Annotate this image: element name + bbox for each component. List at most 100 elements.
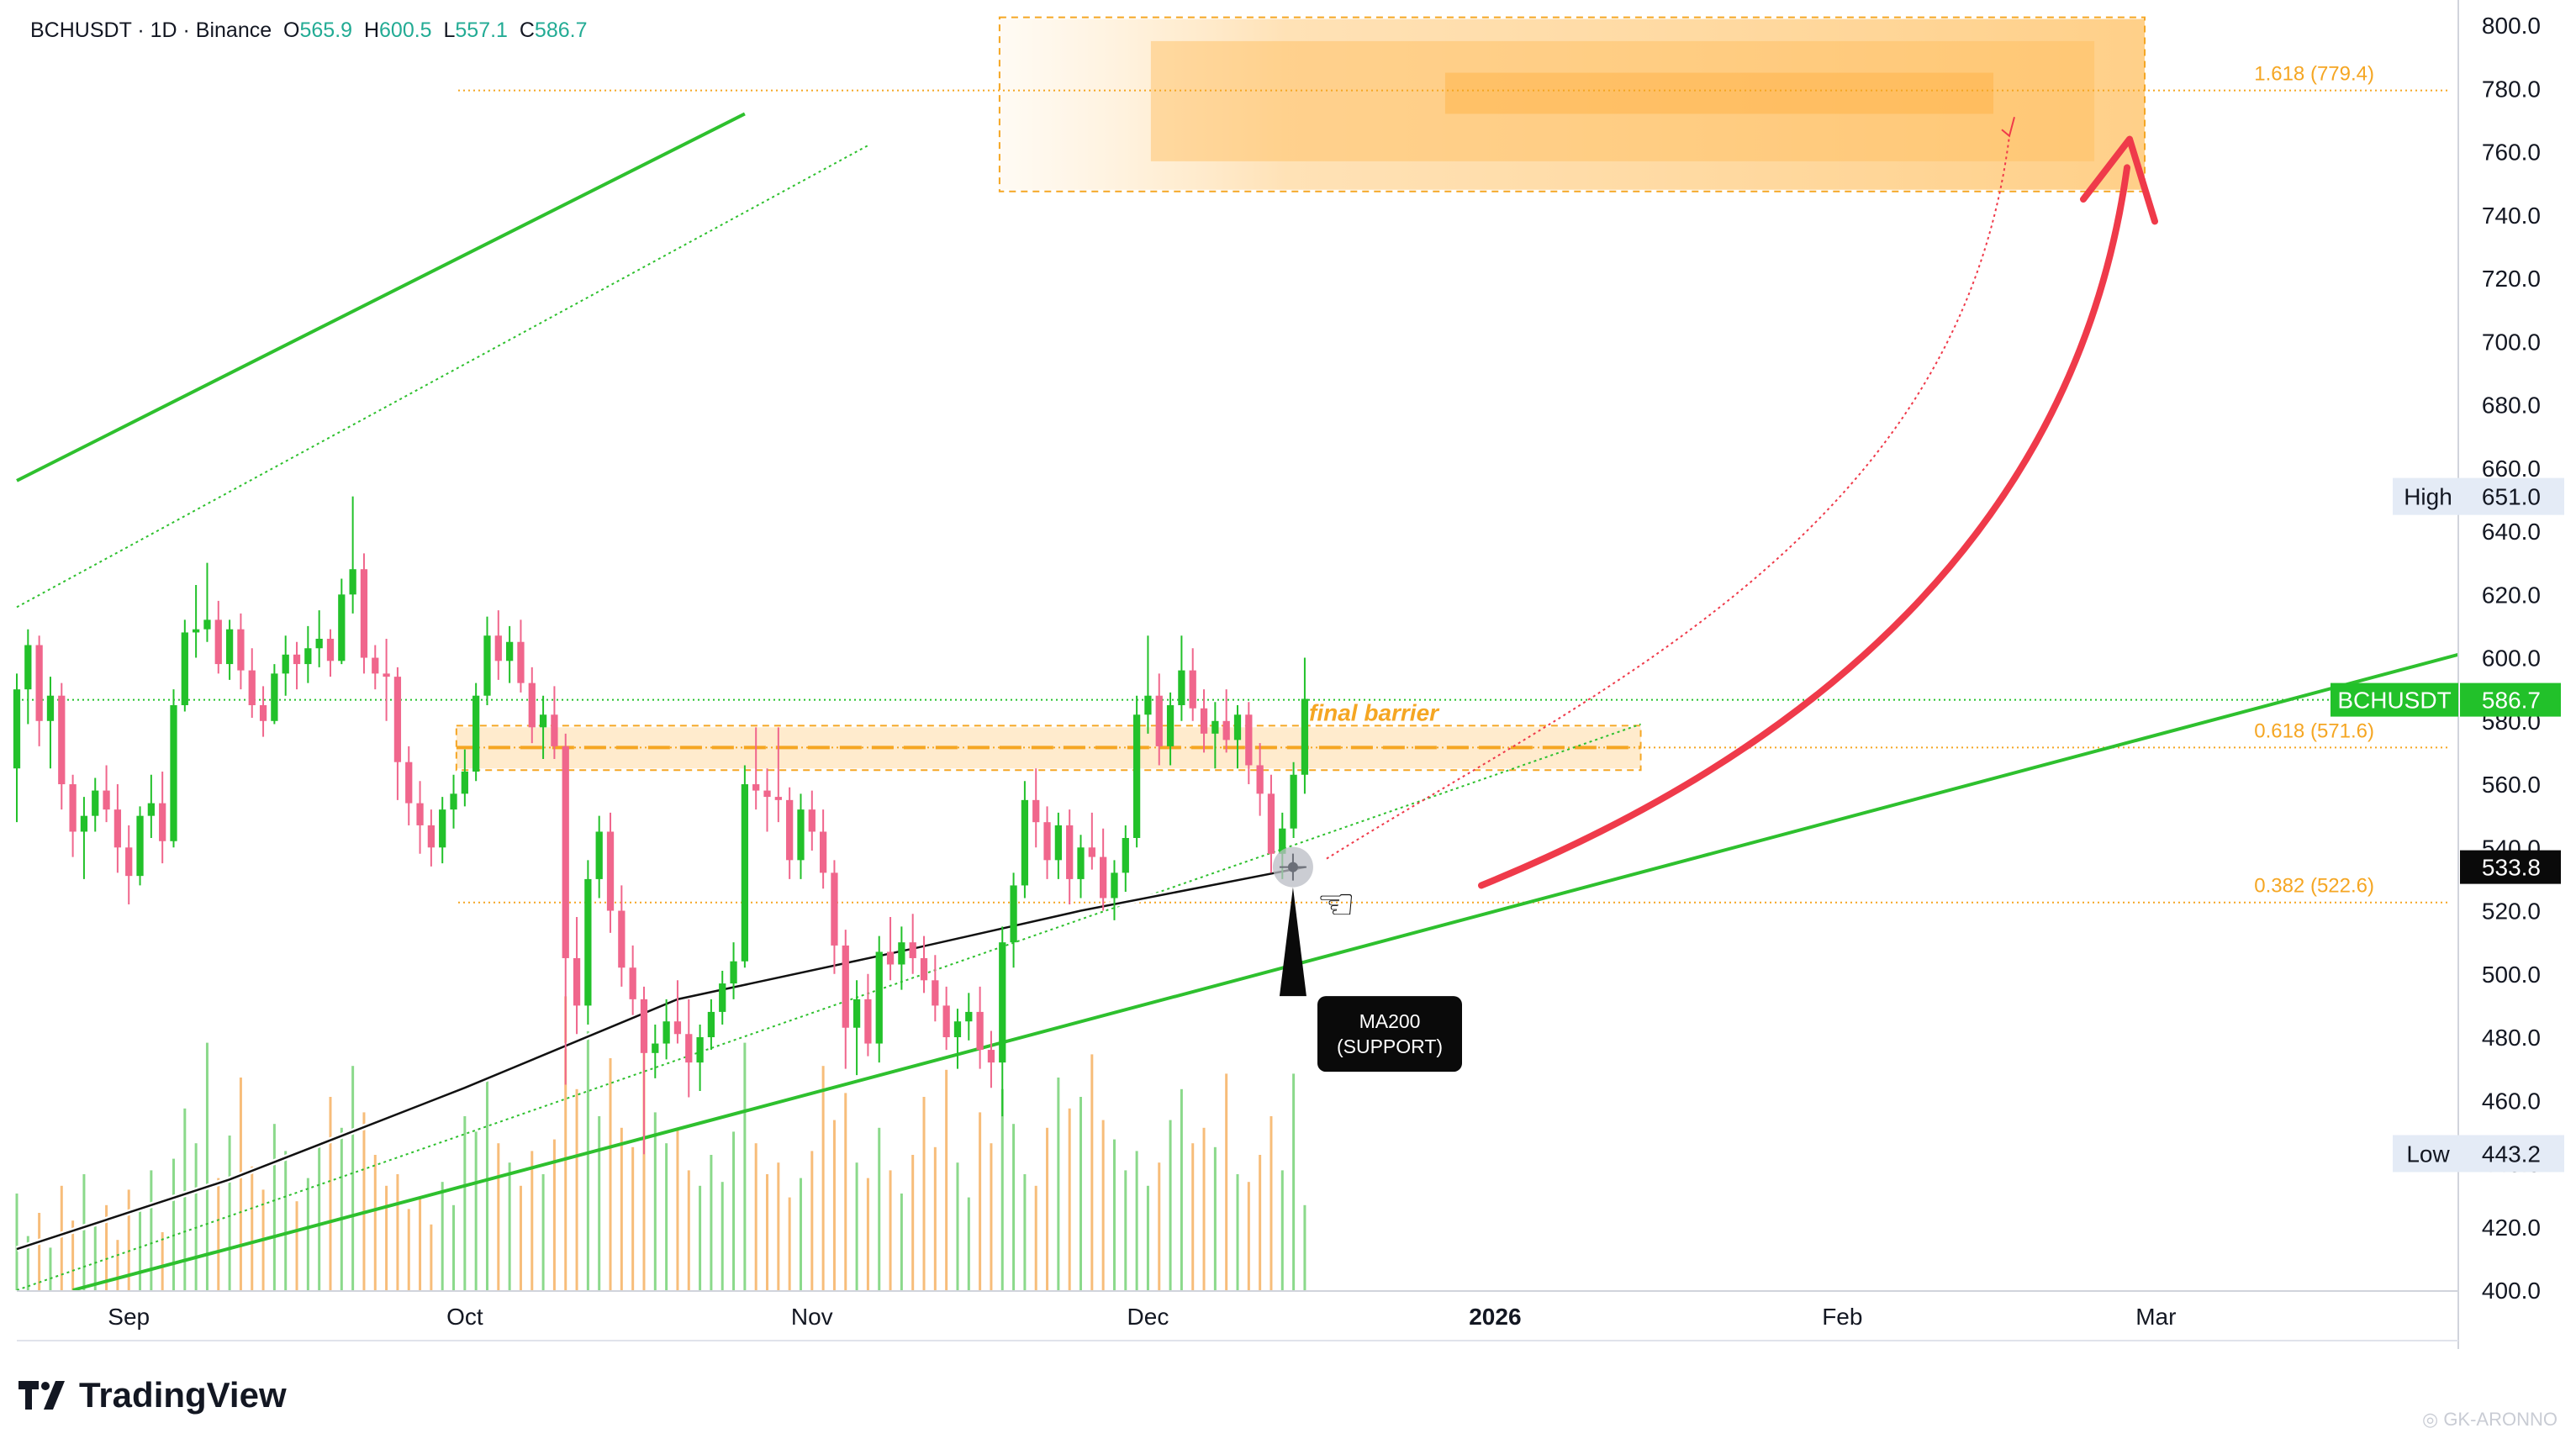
- candle: [13, 673, 21, 823]
- volume-bar: [1303, 1204, 1306, 1290]
- volume-bar: [911, 1155, 915, 1290]
- tradingview-logo[interactable]: TradingView: [18, 1375, 287, 1415]
- volume-bar: [306, 1178, 309, 1290]
- y-tick-label: 480.0: [2482, 1025, 2541, 1051]
- volume-bar: [743, 1042, 747, 1290]
- candle: [864, 973, 872, 1057]
- volume-bar: [1135, 1151, 1138, 1290]
- low-value: 557.1: [455, 18, 508, 42]
- candle-body: [461, 771, 468, 794]
- volume-bar: [205, 1042, 209, 1290]
- volume-bar: [810, 1151, 814, 1290]
- candle: [1301, 657, 1309, 794]
- candle: [539, 695, 547, 759]
- candle: [1222, 689, 1230, 753]
- volume-bar: [362, 1112, 366, 1290]
- ma-tag-value: 533.8: [2482, 855, 2541, 881]
- volume-bar: [1180, 1088, 1183, 1290]
- volume-bar: [452, 1204, 456, 1290]
- candle: [517, 619, 525, 693]
- candle-body: [652, 1043, 659, 1053]
- watermark-text: GK-ARONNO: [2443, 1409, 2558, 1430]
- target-arrow: [1478, 164, 2130, 889]
- candle: [349, 496, 356, 614]
- y-tick-label: 760.0: [2482, 140, 2541, 166]
- candle-body: [282, 654, 289, 674]
- candle: [405, 746, 413, 825]
- candle-body: [1122, 837, 1129, 873]
- volume-bar: [385, 1185, 388, 1290]
- brand-name: TradingView: [79, 1375, 287, 1415]
- candle: [551, 686, 558, 759]
- x-tick-label: Nov: [791, 1304, 833, 1330]
- volume-bar: [1124, 1170, 1127, 1290]
- candle-body: [483, 635, 491, 696]
- candle-body: [763, 790, 771, 798]
- candle-body: [741, 784, 749, 962]
- volume-bar: [318, 1143, 321, 1290]
- volume-bar: [26, 1236, 29, 1290]
- candle-body: [24, 645, 32, 690]
- volume-bar: [71, 1220, 75, 1290]
- channel-upper-dotted: [16, 145, 868, 609]
- x-tick-label: Sep: [108, 1304, 150, 1330]
- candle: [113, 784, 122, 873]
- volume-bar: [766, 1174, 769, 1290]
- candle-body: [920, 957, 928, 981]
- volume-bar: [60, 1185, 63, 1290]
- candle: [652, 1024, 659, 1078]
- candle: [1032, 768, 1040, 848]
- candle-body: [1222, 720, 1230, 740]
- candle-body: [1178, 670, 1185, 705]
- channel-lower-line: [72, 652, 2459, 1292]
- volume-bar: [1191, 1143, 1195, 1290]
- candle: [170, 689, 177, 848]
- candle-body: [1211, 720, 1219, 734]
- candle: [1155, 673, 1163, 766]
- volume-bar: [1046, 1127, 1049, 1290]
- volume-bar: [430, 1224, 433, 1290]
- ma-callout-line-1: MA200: [1359, 1010, 1421, 1032]
- projection-dotted: [1326, 135, 2010, 860]
- candle: [853, 980, 861, 1076]
- volume-bar: [799, 1178, 802, 1290]
- volume-bar: [474, 1131, 478, 1290]
- candle: [965, 993, 973, 1041]
- volume-bar: [620, 1127, 623, 1290]
- candle-body: [80, 815, 88, 832]
- volume-bar: [272, 1124, 276, 1290]
- symbol-title[interactable]: BCHUSDT · 1D · Binance: [30, 18, 272, 42]
- volume-bar: [900, 1194, 903, 1290]
- volume-bar: [1247, 1182, 1250, 1290]
- candle: [707, 999, 715, 1051]
- candle: [1043, 806, 1051, 879]
- candle-body: [1200, 708, 1208, 734]
- high-value: 600.5: [379, 18, 432, 42]
- candle-body: [662, 1021, 670, 1044]
- volume-bar: [855, 1162, 858, 1290]
- high-label: H: [363, 18, 380, 42]
- volume-bar: [127, 1189, 130, 1290]
- volume-bar: [239, 1078, 242, 1290]
- volume-bar: [1034, 1185, 1037, 1290]
- volume-bar: [251, 1166, 254, 1290]
- candle: [159, 771, 166, 864]
- candle: [875, 935, 883, 1063]
- candle-body: [405, 762, 413, 804]
- candle: [808, 790, 816, 851]
- volume-bar: [508, 1162, 511, 1290]
- candle: [752, 727, 760, 810]
- candle: [136, 806, 144, 886]
- candle-body: [1066, 825, 1074, 879]
- candle: [696, 1024, 704, 1091]
- high-tag-value: 651.0: [2482, 484, 2541, 510]
- candle-body: [225, 629, 234, 665]
- y-tick-label: 780.0: [2482, 76, 2541, 102]
- volume-bar: [1225, 1073, 1228, 1290]
- candle: [461, 749, 468, 807]
- candle: [1122, 825, 1129, 892]
- candle-body: [439, 809, 446, 848]
- candle: [505, 625, 514, 683]
- candle-body: [1155, 695, 1163, 746]
